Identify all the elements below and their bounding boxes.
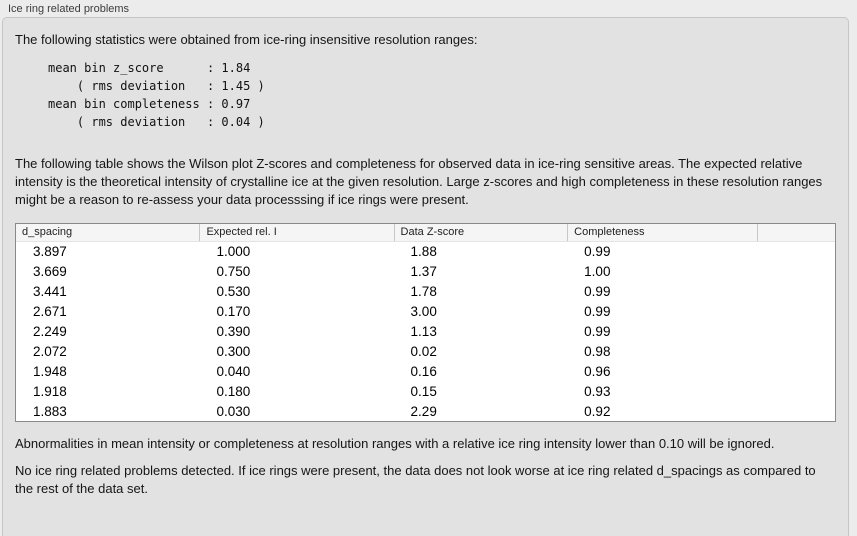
conclusion-text: No ice ring related problems detected. I… xyxy=(15,463,816,496)
table-cell: 0.16 xyxy=(410,363,437,379)
table-cell: 0.96 xyxy=(584,363,611,379)
table-cell: 1.13 xyxy=(410,324,437,339)
table-cell: 0.030 xyxy=(216,403,251,419)
table-cell: 1.883 xyxy=(33,403,67,419)
table-row[interactable]: 3.897 1.000 1.88 0.99 xyxy=(16,242,835,262)
table-cell: 1.78 xyxy=(410,284,437,300)
table-cell: 0.99 xyxy=(584,324,611,339)
column-header-data-z-score[interactable]: Data Z-score xyxy=(393,224,568,241)
table-cell: 0.170 xyxy=(216,304,251,320)
panel-title: Ice ring related problems xyxy=(8,3,130,15)
table-cell: 0.02 xyxy=(410,343,437,359)
table-cell: 2.29 xyxy=(410,403,437,419)
table-cell: 2.249 xyxy=(33,324,67,339)
table-row[interactable]: 2.249 0.390 1.13 0.99 xyxy=(16,322,835,342)
table-cell: 0.92 xyxy=(584,403,611,419)
ignore-note-text: Abnormalities in mean intensity or compl… xyxy=(15,436,775,451)
description-text: The following table shows the Wilson plo… xyxy=(15,156,823,207)
table-cell: 0.530 xyxy=(216,284,251,300)
table-cell: 2.072 xyxy=(33,343,67,359)
table-cell: 1.918 xyxy=(33,383,67,399)
table-cell: 0.750 xyxy=(216,264,251,280)
column-header-completeness[interactable]: Completeness xyxy=(567,224,757,241)
table-row[interactable]: 2.072 0.300 0.02 0.98 xyxy=(16,341,835,361)
table-cell: 3.00 xyxy=(410,304,437,320)
table-cell: 0.98 xyxy=(584,343,611,359)
table-cell: 0.93 xyxy=(584,383,611,399)
table-cell: 0.040 xyxy=(216,363,251,379)
ice-ring-panel: The following statistics were obtained f… xyxy=(2,17,849,536)
table-cell: 0.99 xyxy=(584,244,611,260)
table-cell: 1.88 xyxy=(410,244,437,260)
column-header-empty[interactable] xyxy=(757,224,835,241)
table-cell: 1.00 xyxy=(584,264,611,280)
table-header-row: d_spacing Expected rel. I Data Z-score Comp… xyxy=(16,224,835,242)
table-cell: 1.37 xyxy=(410,264,437,280)
table-cell: 1.948 xyxy=(33,363,67,379)
table-cell: 0.15 xyxy=(410,383,437,399)
table-row[interactable]: 1.948 0.040 0.16 0.96 xyxy=(16,361,835,381)
table-row[interactable]: 1.918 0.180 0.15 0.93 xyxy=(16,381,835,401)
column-header-expected-rel-i[interactable]: Expected rel. I xyxy=(199,224,393,241)
table-cell: 0.390 xyxy=(216,324,251,339)
table-cell: 0.300 xyxy=(216,343,251,359)
table-cell: 3.441 xyxy=(33,284,67,300)
table-cell: 1.000 xyxy=(216,244,251,260)
table-row[interactable]: 2.671 0.170 3.00 0.99 xyxy=(16,302,835,322)
table-row[interactable]: 3.669 0.750 1.37 1.00 xyxy=(16,262,835,282)
intro-text: The following statistics were obtained f… xyxy=(15,32,478,47)
table-cell: 3.897 xyxy=(33,244,67,260)
table-cell: 2.671 xyxy=(33,304,67,320)
table-cell: 0.99 xyxy=(584,284,611,300)
table-row[interactable]: 3.441 0.530 1.78 0.99 xyxy=(16,282,835,302)
column-header-d-spacing[interactable]: d_spacing xyxy=(22,226,73,238)
table-cell: 0.180 xyxy=(216,383,251,399)
table-cell: 0.99 xyxy=(584,304,611,320)
table-body: 3.897 1.000 1.88 0.99 3.669 0.750 1.37 1.00 3.44… xyxy=(16,242,835,421)
stats-block: mean bin z_score : 1.84 ( rms deviation … xyxy=(48,61,265,129)
ice-ring-table[interactable]: d_spacing Expected rel. I Data Z-score Comp… xyxy=(15,223,836,422)
table-cell: 3.669 xyxy=(33,264,67,280)
table-row[interactable]: 1.883 0.030 2.29 0.92 xyxy=(16,401,835,421)
